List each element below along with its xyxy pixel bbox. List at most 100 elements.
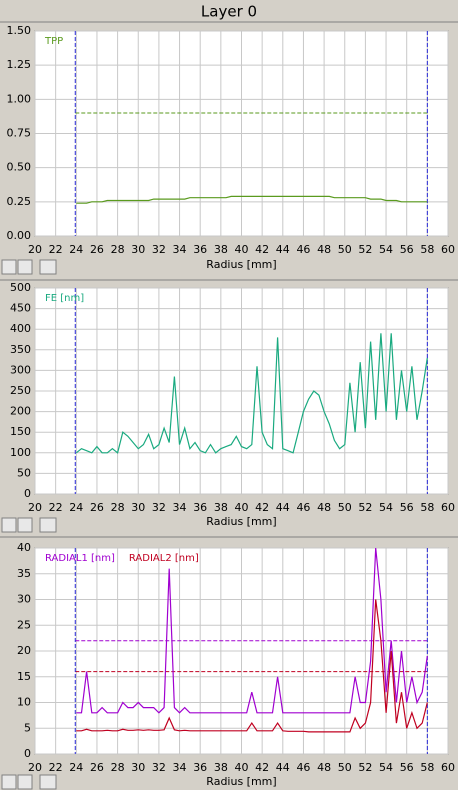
data-line (76, 599, 428, 733)
x-tick-label: 58 (420, 761, 434, 774)
x-tick-label: 50 (338, 761, 352, 774)
x-tick-label: 46 (296, 243, 310, 256)
x-tick-label: 58 (420, 501, 434, 514)
x-tick-label: 36 (193, 501, 207, 514)
y-tick-label: 25 (17, 618, 31, 631)
x-tick-label: 44 (276, 501, 290, 514)
x-tick-label: 60 (441, 501, 455, 514)
x-tick-label: 22 (49, 761, 63, 774)
x-tick-label: 32 (152, 501, 166, 514)
y-tick-label: 0 (24, 747, 31, 760)
x-tick-label: 54 (379, 501, 393, 514)
y-tick-label: 0.00 (7, 229, 32, 242)
y-tick-label: 450 (10, 302, 31, 315)
x-tick-label: 40 (235, 243, 249, 256)
x-tick-label: 60 (441, 761, 455, 774)
y-tick-label: 0.25 (7, 195, 32, 208)
x-tick-label: 58 (420, 243, 434, 256)
x-tick-label: 24 (69, 243, 83, 256)
x-tick-label: 28 (111, 761, 125, 774)
zoom-button[interactable] (1, 774, 17, 790)
legend-label: RADIAL1 [nm] (45, 553, 115, 564)
x-tick-label: 26 (90, 761, 104, 774)
x-tick-label: 34 (173, 761, 187, 774)
x-tick-label: 52 (358, 761, 372, 774)
x-tick-label: 34 (173, 501, 187, 514)
legend-label: RADIAL2 [nm] (129, 553, 199, 564)
y-tick-label: 500 (10, 281, 31, 294)
x-tick-label: 28 (111, 501, 125, 514)
x-tick-label: 42 (255, 243, 269, 256)
x-tick-label: 38 (214, 761, 228, 774)
x-tick-label: 46 (296, 501, 310, 514)
window-title: Layer 0 (201, 3, 257, 21)
x-tick-label: 52 (358, 501, 372, 514)
y-tick-label: 350 (10, 343, 31, 356)
y-tick-label: 20 (17, 644, 31, 657)
x-tick-label: 48 (317, 501, 331, 514)
x-tick-label: 42 (255, 761, 269, 774)
y-tick-label: 50 (17, 466, 31, 479)
zoom-button[interactable] (1, 259, 17, 275)
y-tick-label: 0 (24, 487, 31, 500)
toolbar (1, 259, 57, 790)
pan-button[interactable] (39, 517, 57, 533)
x-tick-label: 54 (379, 243, 393, 256)
x-axis-label: Radius [mm] (206, 515, 276, 528)
zoom-button[interactable] (1, 517, 17, 533)
x-tick-label: 28 (111, 243, 125, 256)
x-tick-label: 24 (69, 501, 83, 514)
y-tick-label: 10 (17, 696, 31, 709)
legend-label: FE [nm] (45, 293, 84, 304)
cross-button[interactable] (17, 774, 33, 790)
pan-button[interactable] (39, 774, 57, 790)
x-tick-label: 44 (276, 243, 290, 256)
x-axis-label: Radius [mm] (206, 258, 276, 271)
y-tick-label: 5 (24, 721, 31, 734)
y-tick-label: 150 (10, 425, 31, 438)
x-tick-label: 38 (214, 243, 228, 256)
x-tick-label: 56 (400, 501, 414, 514)
x-axis-label: Radius [mm] (206, 775, 276, 788)
cross-button[interactable] (17, 259, 33, 275)
x-tick-label: 26 (90, 501, 104, 514)
x-tick-label: 32 (152, 761, 166, 774)
x-tick-label: 22 (49, 501, 63, 514)
x-tick-label: 34 (173, 243, 187, 256)
data-line (76, 195, 428, 204)
x-tick-label: 46 (296, 761, 310, 774)
y-tick-label: 1.50 (7, 24, 32, 37)
x-tick-label: 40 (235, 761, 249, 774)
x-tick-label: 54 (379, 761, 393, 774)
x-tick-label: 32 (152, 243, 166, 256)
x-tick-label: 30 (131, 761, 145, 774)
x-tick-label: 42 (255, 501, 269, 514)
x-tick-label: 40 (235, 501, 249, 514)
data-line (76, 547, 428, 714)
x-tick-label: 30 (131, 501, 145, 514)
pan-button[interactable] (39, 259, 57, 275)
x-tick-label: 24 (69, 761, 83, 774)
y-tick-label: 200 (10, 405, 31, 418)
y-tick-label: 30 (17, 593, 31, 606)
cross-button[interactable] (17, 517, 33, 533)
x-tick-label: 56 (400, 761, 414, 774)
y-tick-label: 0.75 (7, 127, 32, 140)
y-tick-label: 1.00 (7, 92, 32, 105)
x-tick-label: 22 (49, 243, 63, 256)
x-tick-label: 20 (28, 501, 42, 514)
x-tick-label: 60 (441, 243, 455, 256)
data-line (75, 333, 428, 454)
x-tick-label: 52 (358, 243, 372, 256)
y-tick-label: 40 (17, 541, 31, 554)
y-tick-label: 100 (10, 446, 31, 459)
x-tick-label: 36 (193, 243, 207, 256)
x-tick-label: 50 (338, 243, 352, 256)
y-tick-label: 35 (17, 567, 31, 580)
x-tick-label: 26 (90, 243, 104, 256)
y-tick-label: 250 (10, 384, 31, 397)
x-tick-label: 56 (400, 243, 414, 256)
x-tick-label: 48 (317, 761, 331, 774)
